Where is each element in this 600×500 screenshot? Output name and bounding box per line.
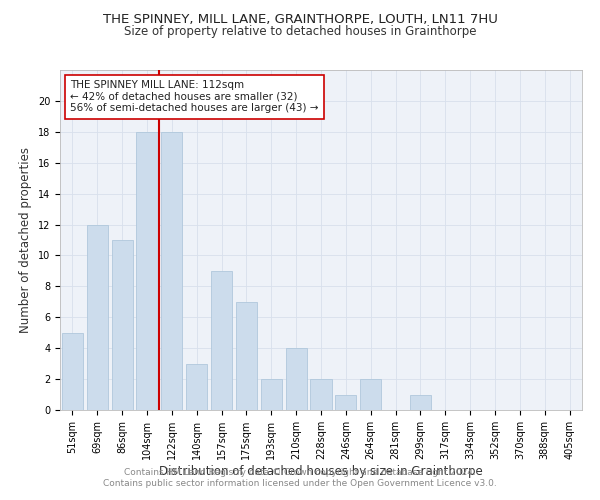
Text: Size of property relative to detached houses in Grainthorpe: Size of property relative to detached ho… (124, 25, 476, 38)
Y-axis label: Number of detached properties: Number of detached properties (19, 147, 32, 333)
Bar (62, 332, 83, 410)
Bar (236, 302, 257, 410)
Bar (335, 394, 356, 410)
Bar (410, 394, 431, 410)
Bar (186, 364, 207, 410)
Bar (112, 240, 133, 410)
Bar (310, 379, 332, 410)
Bar (360, 379, 381, 410)
X-axis label: Distribution of detached houses by size in Grainthorpe: Distribution of detached houses by size … (159, 464, 483, 477)
Bar (286, 348, 307, 410)
Bar (161, 132, 182, 410)
Text: THE SPINNEY, MILL LANE, GRAINTHORPE, LOUTH, LN11 7HU: THE SPINNEY, MILL LANE, GRAINTHORPE, LOU… (103, 12, 497, 26)
Bar (261, 379, 282, 410)
Text: Contains HM Land Registry data © Crown copyright and database right 2024.
Contai: Contains HM Land Registry data © Crown c… (103, 468, 497, 487)
Bar (87, 224, 108, 410)
Text: THE SPINNEY MILL LANE: 112sqm
← 42% of detached houses are smaller (32)
56% of s: THE SPINNEY MILL LANE: 112sqm ← 42% of d… (70, 80, 319, 114)
Bar (211, 271, 232, 410)
Bar (136, 132, 158, 410)
